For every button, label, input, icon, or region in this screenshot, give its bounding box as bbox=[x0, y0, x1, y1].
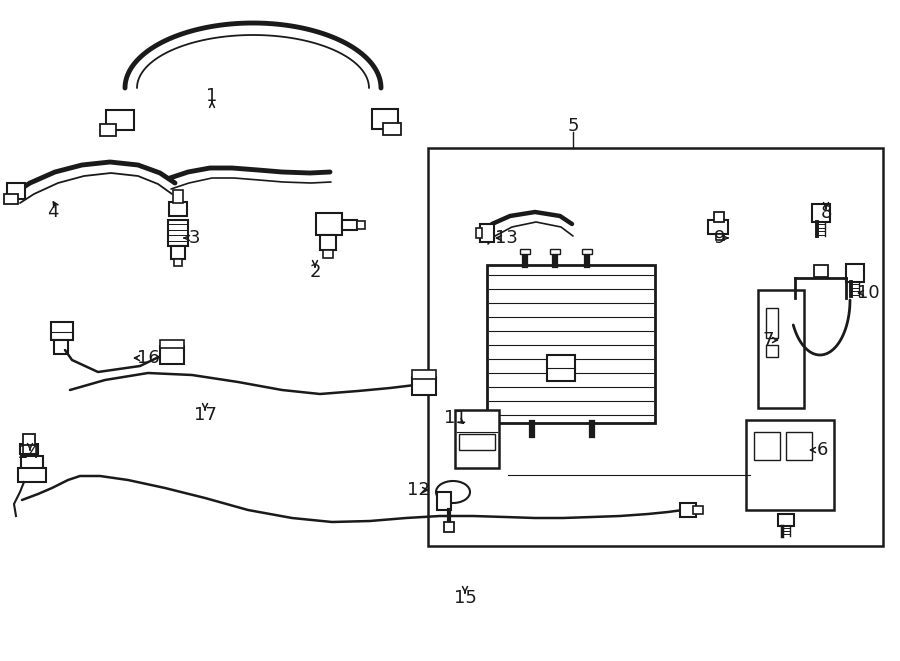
Bar bbox=[412, 370, 436, 379]
Bar bbox=[316, 213, 342, 235]
Text: 2: 2 bbox=[310, 263, 320, 281]
Bar bbox=[412, 377, 436, 395]
Bar bbox=[778, 514, 794, 526]
Text: 7: 7 bbox=[762, 331, 774, 349]
Bar bbox=[708, 220, 728, 234]
Bar bbox=[357, 221, 365, 229]
Bar bbox=[323, 250, 333, 258]
Bar bbox=[160, 340, 184, 348]
Bar bbox=[383, 123, 401, 135]
Bar bbox=[480, 224, 494, 242]
Bar bbox=[766, 345, 778, 357]
Bar bbox=[171, 246, 185, 259]
Bar bbox=[51, 322, 73, 340]
Text: 9: 9 bbox=[715, 229, 725, 247]
Bar bbox=[693, 506, 703, 514]
Bar bbox=[766, 308, 778, 338]
Bar bbox=[20, 444, 38, 454]
Bar bbox=[487, 265, 655, 423]
Bar bbox=[746, 420, 834, 510]
Bar bbox=[846, 264, 864, 282]
Text: 10: 10 bbox=[857, 284, 879, 302]
Bar bbox=[680, 503, 696, 517]
Text: 11: 11 bbox=[444, 409, 466, 427]
Ellipse shape bbox=[436, 481, 470, 503]
Text: 14: 14 bbox=[16, 444, 40, 462]
Text: 17: 17 bbox=[194, 406, 216, 424]
Bar bbox=[812, 204, 830, 222]
Bar bbox=[100, 124, 116, 136]
Bar bbox=[547, 355, 575, 381]
Bar bbox=[106, 110, 134, 130]
Text: 16: 16 bbox=[137, 349, 159, 367]
Bar bbox=[173, 190, 183, 203]
Bar bbox=[437, 492, 451, 510]
Bar bbox=[716, 234, 724, 240]
Bar bbox=[320, 235, 336, 250]
Text: 8: 8 bbox=[820, 204, 832, 222]
Text: 6: 6 bbox=[816, 441, 828, 459]
Bar bbox=[174, 259, 182, 266]
Text: 4: 4 bbox=[47, 203, 58, 221]
Text: 12: 12 bbox=[407, 481, 429, 499]
Bar bbox=[4, 194, 18, 204]
Bar bbox=[455, 410, 499, 468]
Bar bbox=[758, 290, 804, 408]
Bar bbox=[550, 249, 560, 254]
Bar bbox=[168, 220, 188, 246]
Bar bbox=[23, 434, 35, 445]
Bar bbox=[169, 202, 187, 216]
Bar bbox=[786, 432, 812, 460]
Bar bbox=[814, 265, 828, 277]
Bar bbox=[476, 228, 482, 238]
Bar bbox=[372, 109, 398, 129]
Bar bbox=[714, 212, 724, 222]
Bar bbox=[520, 249, 530, 254]
Text: 15: 15 bbox=[454, 589, 476, 607]
Bar bbox=[54, 340, 68, 354]
Bar bbox=[21, 456, 43, 470]
Text: 5: 5 bbox=[567, 117, 579, 135]
Text: 3: 3 bbox=[188, 229, 200, 247]
Bar bbox=[342, 220, 357, 230]
Text: 13: 13 bbox=[495, 229, 518, 247]
Bar bbox=[18, 468, 46, 482]
Bar bbox=[582, 249, 592, 254]
Text: 1: 1 bbox=[206, 87, 218, 105]
Bar bbox=[428, 148, 883, 546]
Bar bbox=[160, 346, 184, 364]
Bar bbox=[444, 522, 454, 532]
Bar bbox=[754, 432, 780, 460]
Bar bbox=[7, 183, 25, 199]
Bar bbox=[459, 434, 495, 450]
